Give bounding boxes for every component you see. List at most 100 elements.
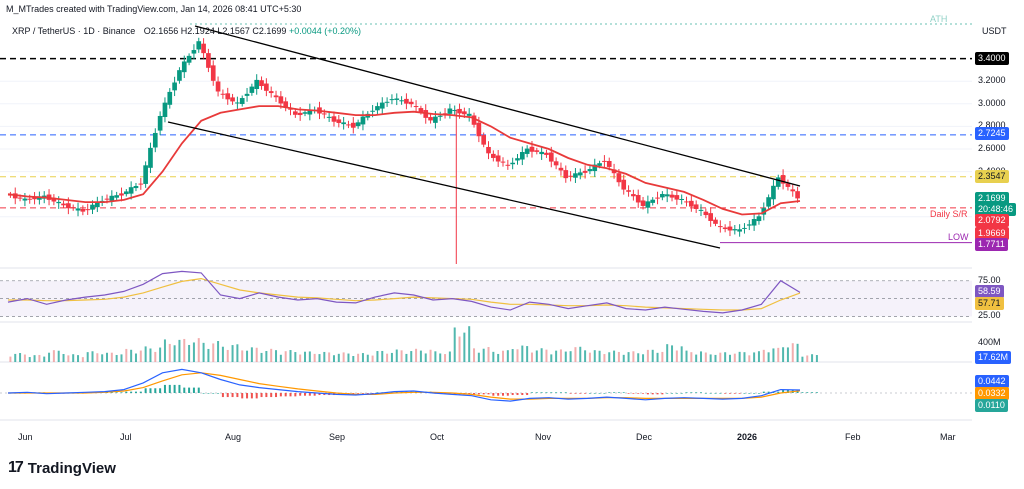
- macd-hist-bar: [144, 388, 147, 393]
- candle-body: [80, 208, 86, 212]
- macd-hist-bar: [492, 393, 495, 396]
- candle-body: [689, 200, 694, 207]
- volume-bar: [275, 350, 278, 362]
- volume-bar: [477, 352, 480, 362]
- volume-bar: [72, 354, 75, 362]
- volume-bar: [608, 352, 611, 362]
- candle-body: [684, 201, 689, 203]
- price-label: 1.9669: [975, 227, 1009, 240]
- candle-body: [650, 199, 656, 203]
- candle-body: [742, 227, 747, 229]
- macd-hist-bar: [806, 392, 809, 393]
- volume-bar: [221, 346, 224, 362]
- volume-bar: [564, 351, 567, 362]
- volume-bar: [323, 351, 326, 362]
- macd-hist-bar: [733, 393, 736, 394]
- macd-hist-bar: [246, 393, 249, 399]
- candle-body: [534, 150, 540, 152]
- macd-hist-bar: [574, 393, 577, 394]
- candle-body: [331, 116, 337, 122]
- tradingview-name: TradingView: [27, 459, 116, 477]
- macd-label: 0.0110: [975, 399, 1008, 412]
- volume-bar: [255, 347, 258, 362]
- macd-hist-bar: [526, 393, 529, 396]
- volume-bar: [197, 338, 200, 362]
- macd-hist-bar: [212, 393, 215, 394]
- candle-body: [746, 224, 752, 226]
- macd-hist-bar: [260, 393, 263, 398]
- volume-bar: [559, 349, 562, 362]
- volume-bar: [260, 352, 263, 362]
- macd-hist-bar: [598, 393, 601, 394]
- volume-bar: [188, 344, 191, 362]
- candle-body: [597, 163, 602, 166]
- volume-bar: [173, 345, 176, 362]
- macd-hist-bar: [588, 393, 591, 394]
- candle-body: [148, 147, 153, 168]
- candle-body: [157, 115, 163, 131]
- candle-body: [611, 169, 617, 174]
- candle-body: [244, 93, 250, 96]
- volume-bar: [598, 350, 601, 362]
- macd-hist-bar: [777, 391, 780, 393]
- macd-hist-bar: [666, 393, 669, 394]
- volume-bar: [313, 353, 316, 362]
- x-axis-label: Jul: [120, 432, 132, 442]
- macd-hist-bar: [535, 392, 538, 393]
- candle-body: [394, 98, 400, 100]
- macd-hist-bar: [149, 388, 152, 393]
- volume-bar: [579, 346, 582, 362]
- candle-body: [491, 153, 496, 158]
- candle-body: [606, 160, 612, 167]
- macd-hist-bar: [584, 393, 587, 394]
- candle-body: [201, 43, 206, 54]
- candle-body: [524, 148, 530, 154]
- volume-bar: [77, 355, 80, 362]
- volume-bar: [482, 348, 485, 362]
- volume-bar: [217, 341, 220, 362]
- tradingview-brand[interactable]: 17 TradingView: [8, 459, 116, 477]
- macd-hist-bar: [801, 392, 804, 393]
- volume-bar: [14, 353, 17, 362]
- volume-bar: [468, 326, 471, 362]
- macd-hist-bar: [680, 393, 683, 394]
- candle-body: [674, 195, 680, 200]
- macd-label: 0.0332: [975, 387, 1009, 400]
- candle-body: [539, 151, 544, 155]
- candle-body: [553, 161, 559, 166]
- volume-bar: [724, 352, 727, 362]
- macd-hist-bar: [197, 387, 200, 393]
- volume-bar: [265, 351, 268, 362]
- volume-bar: [521, 345, 524, 362]
- volume-bar: [381, 350, 384, 362]
- volume-bar: [791, 343, 794, 362]
- candle-body: [210, 65, 216, 81]
- volume-bar: [448, 351, 451, 362]
- candle-body: [766, 197, 771, 207]
- candle-body: [505, 164, 511, 166]
- rsi-tick-label: 75.00: [978, 274, 1001, 285]
- candle-body: [206, 53, 211, 68]
- macd-hist-bar: [188, 387, 191, 393]
- macd-hist-bar: [376, 392, 379, 393]
- volume-bar: [617, 351, 620, 362]
- candle-body: [61, 203, 66, 206]
- symbol-name[interactable]: XRP / TetherUS · 1D · Binance: [12, 26, 136, 36]
- macd-hist-bar: [724, 393, 727, 394]
- candle-body: [225, 93, 231, 100]
- x-axis-label: Nov: [535, 432, 552, 442]
- macd-hist-bar: [782, 389, 785, 393]
- candle-body: [510, 162, 515, 165]
- volume-bar: [666, 344, 669, 362]
- volume-bar: [796, 343, 799, 362]
- volume-bar: [86, 352, 89, 362]
- candle-body: [32, 197, 37, 200]
- candle-body: [785, 183, 791, 187]
- candle-body: [751, 219, 757, 226]
- volume-bar: [574, 347, 577, 362]
- price-label: 2.1699: [975, 192, 1009, 205]
- macd-hist-bar: [521, 393, 524, 396]
- candle-body: [780, 175, 786, 184]
- candle-body: [775, 177, 781, 187]
